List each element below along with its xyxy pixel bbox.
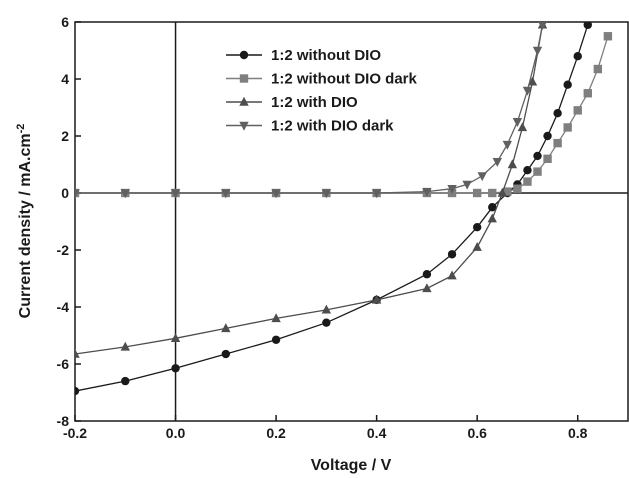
- x-axis-label: Voltage / V: [311, 457, 392, 474]
- data-point: [240, 51, 248, 59]
- data-point: [553, 139, 561, 147]
- data-point: [543, 132, 551, 140]
- y-tick-label: -8: [57, 413, 70, 429]
- data-point: [473, 223, 481, 231]
- x-tick-label: 0.4: [367, 425, 387, 441]
- data-point: [448, 250, 456, 258]
- y-tick-label: -4: [57, 299, 70, 315]
- y-axis-label-superscript: -2: [15, 124, 27, 134]
- y-tick-label: -6: [57, 356, 70, 372]
- data-point: [171, 364, 179, 372]
- data-point: [584, 89, 592, 97]
- x-tick-label: 0.0: [166, 425, 186, 441]
- data-point: [523, 177, 531, 185]
- data-point: [71, 387, 79, 395]
- data-point: [473, 189, 481, 197]
- y-tick-label: 0: [61, 185, 69, 201]
- x-tick-label: 0.6: [467, 425, 487, 441]
- data-point: [574, 106, 582, 114]
- data-point: [563, 123, 571, 131]
- data-point: [543, 155, 551, 163]
- legend-label: 1:2 with DIO: [271, 94, 358, 111]
- legend-label: 1:2 without DIO dark: [271, 71, 418, 88]
- y-tick-label: 2: [61, 128, 69, 144]
- data-point: [222, 350, 230, 358]
- data-point: [553, 109, 561, 117]
- data-point: [604, 32, 612, 40]
- data-point: [563, 81, 571, 89]
- data-point: [574, 52, 582, 60]
- data-point: [240, 74, 248, 82]
- data-point: [121, 377, 129, 385]
- y-tick-label: 4: [61, 71, 69, 87]
- data-point: [423, 270, 431, 278]
- x-tick-label: 0.8: [568, 425, 588, 441]
- data-point: [523, 166, 531, 174]
- legend-label: 1:2 with DIO dark: [271, 118, 394, 135]
- data-point: [513, 185, 521, 193]
- data-point: [533, 167, 541, 175]
- legend-label: 1:2 without DIO: [271, 47, 381, 64]
- data-point: [488, 189, 496, 197]
- data-point: [594, 65, 602, 73]
- y-tick-label: -2: [57, 242, 70, 258]
- x-tick-label: 0.2: [266, 425, 286, 441]
- data-point: [272, 336, 280, 344]
- data-point: [533, 152, 541, 160]
- y-tick-label: 6: [61, 14, 69, 30]
- y-axis-label: Current density / mA.cm-2: [15, 124, 34, 319]
- y-axis-label-main: Current density / mA.cm: [17, 133, 34, 318]
- data-point: [322, 318, 330, 326]
